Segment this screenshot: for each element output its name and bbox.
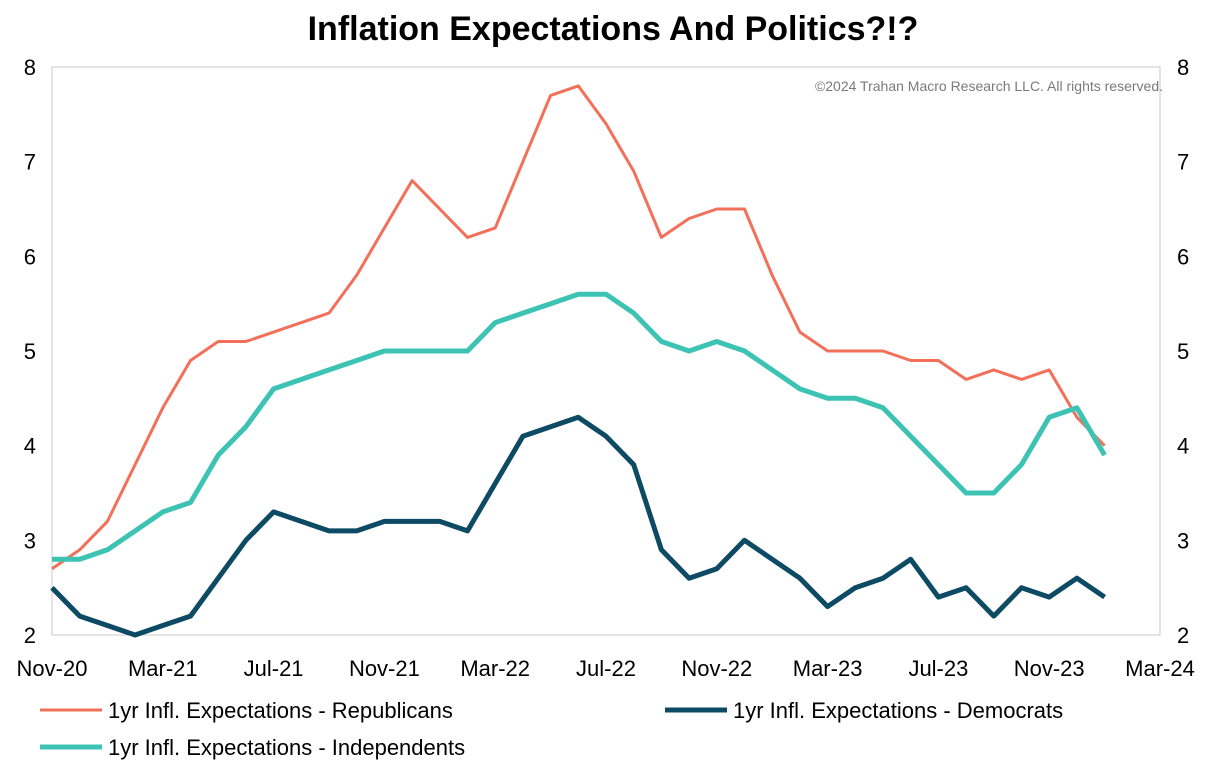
y-axis-right: 2 3 4 5 6 7 8	[1177, 55, 1189, 648]
series-line-1	[51, 84, 1106, 570]
y-tick-label-left: 8	[24, 55, 36, 80]
x-axis: Nov-20 Mar-21 Jul-21 Nov-21 Mar-22 Jul-22 Nov-…	[17, 656, 1195, 681]
y-tick-label-right: 4	[1177, 434, 1189, 459]
y-tick-label-right: 2	[1177, 623, 1189, 648]
y-tick-label-right: 3	[1177, 528, 1189, 553]
legend-label: 1yr Infl. Expectations - Independents	[108, 735, 465, 760]
legend-label: 1yr Infl. Expectations - Republicans	[108, 698, 453, 723]
legend-label: 1yr Infl. Expectations - Democrats	[733, 698, 1063, 723]
x-tick-label: Nov-20	[17, 656, 88, 681]
series-line-3	[52, 291, 1107, 562]
y-tick-label-right: 6	[1177, 244, 1189, 269]
x-tick-label: Mar-22	[460, 656, 530, 681]
chart-title: Inflation Expectations And Politics?!?	[308, 10, 919, 48]
legend: 1yr Infl. Expectations - Republicans 1yr …	[40, 698, 1063, 760]
y-tick-label-left: 7	[24, 150, 36, 175]
x-tick-label: Jul-21	[244, 656, 304, 681]
x-tick-label: Nov-22	[681, 656, 752, 681]
x-tick-label: Nov-21	[349, 656, 420, 681]
x-tick-label: Mar-23	[793, 656, 863, 681]
x-tick-label: Jul-22	[576, 656, 636, 681]
y-tick-label-right: 7	[1177, 150, 1189, 175]
x-tick-label: Mar-24	[1125, 656, 1195, 681]
y-tick-label-right: 5	[1177, 339, 1189, 364]
x-tick-label: Mar-21	[128, 656, 198, 681]
y-tick-label-left: 6	[24, 244, 36, 269]
series-line-2	[50, 414, 1107, 638]
plot-area	[51, 66, 1161, 636]
y-tick-label-right: 8	[1177, 55, 1189, 80]
series-layer	[50, 84, 1107, 638]
y-axis-left: 2 3 4 5 6 7 8	[24, 55, 36, 648]
y-tick-label-left: 4	[24, 434, 36, 459]
x-tick-label: Nov-23	[1014, 656, 1085, 681]
copyright-notice: ©2024 Trahan Macro Research LLC. All rig…	[815, 78, 1163, 94]
x-tick-label: Jul-23	[908, 656, 968, 681]
y-tick-label-left: 2	[24, 623, 36, 648]
y-tick-label-left: 5	[24, 339, 36, 364]
y-tick-label-left: 3	[24, 528, 36, 553]
